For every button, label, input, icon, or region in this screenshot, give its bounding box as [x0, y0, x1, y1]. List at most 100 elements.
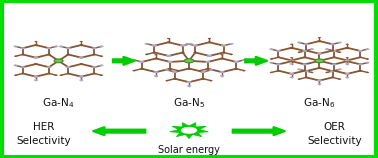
Circle shape — [330, 43, 335, 45]
Circle shape — [297, 52, 301, 53]
Circle shape — [310, 72, 313, 73]
Circle shape — [290, 76, 294, 78]
Circle shape — [145, 54, 148, 55]
Circle shape — [21, 54, 25, 55]
Circle shape — [59, 75, 62, 76]
Circle shape — [270, 58, 273, 60]
Circle shape — [230, 54, 233, 55]
Circle shape — [358, 63, 363, 65]
Text: Solar energy: Solar energy — [158, 145, 220, 155]
Circle shape — [33, 57, 38, 59]
Circle shape — [330, 70, 335, 72]
Circle shape — [242, 70, 246, 71]
Circle shape — [34, 79, 38, 81]
Circle shape — [154, 54, 158, 55]
Circle shape — [152, 52, 156, 53]
Circle shape — [366, 72, 369, 73]
Circle shape — [66, 47, 71, 49]
Circle shape — [14, 56, 17, 57]
Circle shape — [276, 63, 281, 65]
Circle shape — [305, 77, 308, 78]
Text: Ga-N$_5$: Ga-N$_5$ — [173, 96, 205, 110]
Circle shape — [338, 68, 342, 70]
Circle shape — [33, 76, 38, 78]
Circle shape — [67, 73, 70, 74]
Circle shape — [338, 52, 341, 53]
Circle shape — [176, 70, 180, 71]
Circle shape — [47, 73, 51, 74]
Circle shape — [79, 44, 83, 46]
Circle shape — [200, 71, 206, 73]
Circle shape — [346, 44, 349, 45]
Polygon shape — [245, 57, 268, 65]
Circle shape — [229, 43, 234, 45]
Circle shape — [234, 68, 238, 70]
Circle shape — [332, 63, 336, 65]
Circle shape — [220, 58, 224, 59]
Circle shape — [208, 38, 211, 39]
Circle shape — [221, 45, 226, 47]
Circle shape — [55, 75, 58, 76]
Circle shape — [302, 50, 307, 52]
Circle shape — [168, 68, 172, 70]
Circle shape — [242, 59, 246, 61]
Circle shape — [297, 79, 301, 80]
Circle shape — [187, 85, 191, 87]
Circle shape — [201, 78, 205, 80]
Circle shape — [80, 41, 83, 42]
Circle shape — [54, 59, 63, 63]
Circle shape — [317, 83, 322, 85]
Circle shape — [220, 54, 224, 55]
Circle shape — [332, 57, 336, 58]
Circle shape — [99, 65, 104, 66]
Circle shape — [305, 50, 308, 51]
Circle shape — [93, 54, 96, 55]
Circle shape — [345, 76, 349, 78]
Circle shape — [366, 58, 369, 60]
Circle shape — [20, 66, 25, 68]
Circle shape — [185, 43, 190, 45]
Circle shape — [297, 68, 301, 70]
Circle shape — [331, 77, 334, 78]
Circle shape — [318, 67, 321, 69]
Circle shape — [193, 45, 198, 47]
Circle shape — [318, 40, 321, 42]
Circle shape — [219, 71, 225, 73]
Circle shape — [166, 80, 169, 81]
Circle shape — [208, 41, 211, 43]
Circle shape — [338, 79, 341, 80]
Circle shape — [181, 52, 185, 53]
Circle shape — [222, 52, 226, 53]
Circle shape — [270, 72, 273, 73]
Circle shape — [290, 61, 293, 62]
Polygon shape — [93, 127, 146, 135]
Circle shape — [332, 50, 336, 52]
Polygon shape — [170, 123, 208, 139]
Circle shape — [297, 42, 301, 43]
Circle shape — [303, 57, 307, 58]
Circle shape — [79, 57, 84, 59]
Circle shape — [100, 56, 103, 57]
Circle shape — [345, 61, 349, 62]
Circle shape — [173, 78, 177, 80]
Circle shape — [153, 71, 159, 73]
Text: OER
Selectivity: OER Selectivity — [307, 122, 362, 146]
Circle shape — [34, 63, 38, 65]
Circle shape — [46, 47, 51, 49]
Circle shape — [331, 50, 334, 51]
Circle shape — [234, 61, 239, 63]
Circle shape — [99, 46, 104, 47]
Circle shape — [304, 43, 309, 45]
Circle shape — [289, 73, 294, 75]
Circle shape — [47, 54, 51, 55]
Circle shape — [166, 55, 171, 57]
Circle shape — [154, 75, 158, 77]
Circle shape — [290, 63, 294, 65]
Circle shape — [66, 66, 71, 68]
Circle shape — [100, 75, 103, 76]
Circle shape — [186, 81, 192, 83]
Circle shape — [165, 69, 169, 71]
Circle shape — [54, 46, 58, 47]
Circle shape — [93, 73, 96, 74]
Circle shape — [276, 50, 281, 52]
